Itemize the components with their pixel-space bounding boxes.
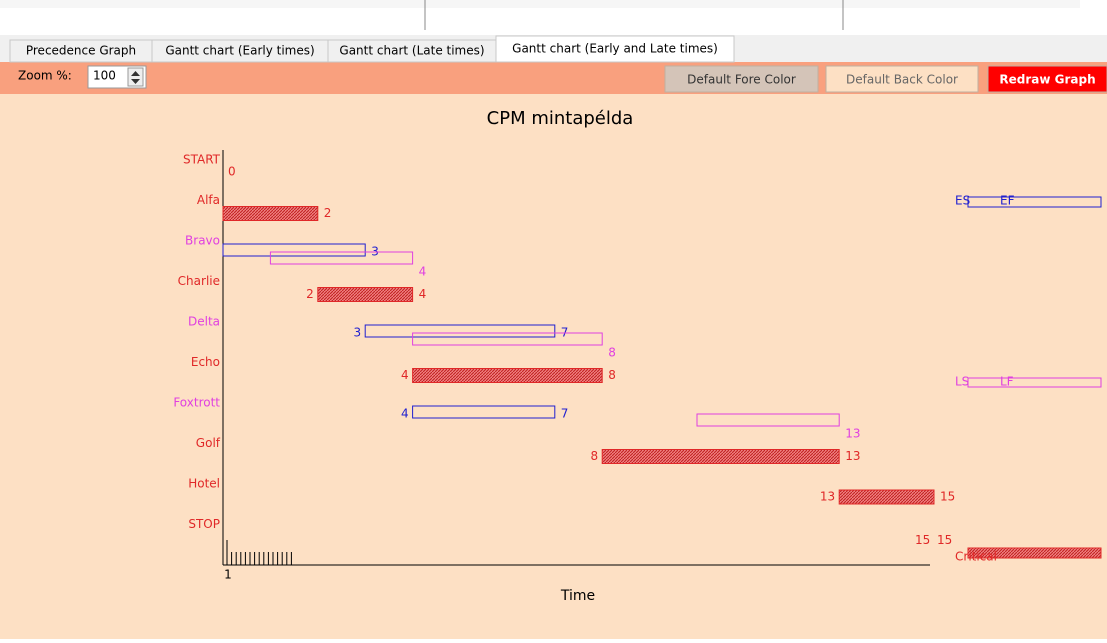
bar-label: 8	[591, 449, 599, 463]
early-bar	[364, 324, 556, 338]
activity-label: STOP	[188, 517, 220, 531]
bar-label: 4	[401, 407, 409, 421]
bar-label: 2	[324, 206, 332, 220]
late-bar	[269, 251, 414, 265]
legend-early	[967, 196, 1102, 208]
activity-label: Charlie	[178, 274, 220, 288]
spin[interactable]	[127, 67, 144, 87]
critical-bar	[222, 206, 319, 221]
tab-label[interactable]: Gantt chart (Early and Late times)	[512, 42, 718, 56]
top-strip	[0, 0, 1080, 8]
critical-bar	[838, 489, 935, 505]
tab[interactable]	[495, 35, 735, 63]
bar-label: 4	[419, 287, 427, 301]
activity-label: Foxtrott	[173, 396, 220, 410]
bar-label: 8	[608, 346, 616, 360]
button[interactable]	[987, 65, 1107, 93]
bar-label: 13	[820, 490, 835, 504]
zoom-value[interactable]: 100	[93, 69, 116, 83]
button[interactable]	[825, 65, 979, 93]
chart-area	[0, 94, 1107, 639]
tab-label[interactable]: Gantt chart (Early times)	[165, 44, 314, 58]
legend-label: LS	[955, 375, 969, 389]
legend-late	[967, 377, 1102, 388]
bar-label: 4	[401, 368, 409, 382]
chart-title: CPM mintapélda	[487, 108, 634, 129]
x-tick-label: 1	[224, 568, 232, 582]
bar-label: 13	[845, 449, 860, 463]
button-label[interactable]: Redraw Graph	[999, 73, 1095, 87]
legend-label: Critical	[955, 550, 997, 564]
spin-arrows	[131, 71, 140, 84]
tab-label[interactable]: Precedence Graph	[26, 44, 136, 58]
x-axis-label: Time	[560, 588, 595, 604]
activity-label: Hotel	[188, 477, 220, 491]
bar-label: 15	[915, 533, 930, 547]
zoom-label: Zoom %:	[18, 69, 72, 83]
bar-label: 15	[940, 490, 955, 504]
legend-label: EF	[1000, 194, 1015, 208]
tab-label[interactable]: Gantt chart (Late times)	[339, 44, 484, 58]
activity-label: Alfa	[197, 193, 220, 207]
bar-label: 15	[937, 533, 952, 547]
bar-label: 4	[419, 265, 427, 279]
late-bar	[412, 332, 603, 346]
bar-label: 7	[561, 407, 569, 421]
bar-label: 2	[306, 287, 314, 301]
bar-label: 0	[228, 165, 236, 179]
button-label[interactable]: Default Back Color	[846, 73, 958, 87]
button[interactable]	[664, 65, 819, 93]
button-label[interactable]: Default Fore Color	[687, 73, 796, 87]
bar-label: 13	[845, 427, 860, 441]
early-bar	[412, 405, 556, 419]
activity-label: START	[183, 153, 221, 167]
bar-label: 3	[354, 326, 362, 340]
bar-label: 8	[608, 368, 616, 382]
activity-label: Echo	[191, 355, 220, 369]
critical-bar	[412, 368, 603, 383]
activity-label: Golf	[196, 436, 221, 450]
legend-label: LF	[1000, 375, 1014, 389]
critical-bar	[601, 449, 840, 464]
legend-label: ES	[955, 194, 970, 208]
critical-bar	[317, 287, 414, 302]
late-bar	[696, 413, 840, 427]
legend-critical	[967, 547, 1102, 559]
activity-label: Delta	[188, 315, 220, 329]
activity-label: Bravo	[185, 234, 220, 248]
early-bar	[222, 243, 366, 257]
